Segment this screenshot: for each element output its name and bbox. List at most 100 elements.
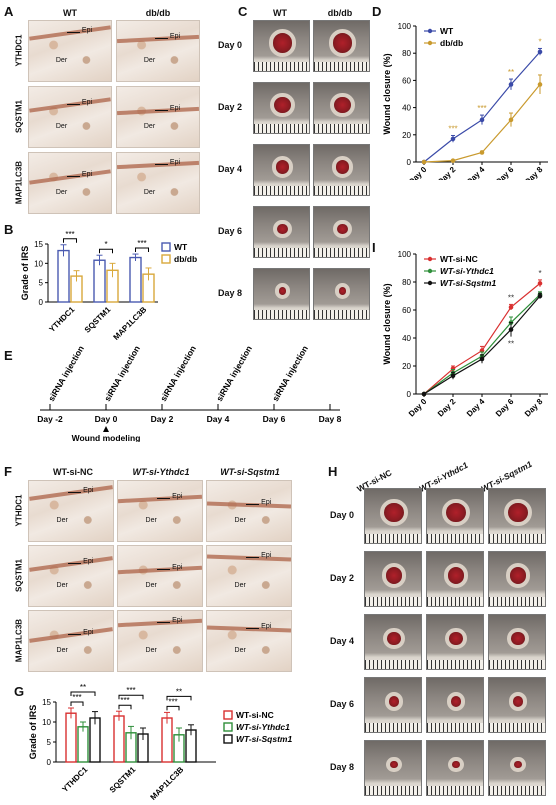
wound-ring	[507, 627, 529, 650]
panel-c-col-wt: WT	[273, 8, 287, 18]
bar	[89, 717, 101, 763]
significance-mark: **	[176, 687, 182, 696]
significance-mark: ***	[65, 230, 74, 239]
wound-ring	[274, 283, 291, 299]
x-tick-label: SQSTM1	[108, 765, 138, 795]
wound-ring	[448, 756, 464, 773]
panel-h-wound-photo	[488, 551, 546, 607]
wound-ring	[333, 219, 352, 239]
der-label: Der	[145, 646, 157, 654]
wound-ring	[443, 563, 469, 588]
epidermis-layer	[29, 485, 113, 501]
panel-a-histology-image: Epi Der	[28, 152, 112, 214]
bar	[161, 717, 173, 763]
epi-arrow	[156, 622, 171, 623]
der-label: Der	[234, 581, 246, 589]
data-point	[450, 136, 456, 142]
wound-ring	[510, 756, 526, 773]
epidermis-layer	[117, 106, 199, 116]
y-axis-label: Wound closure (%)	[382, 283, 392, 364]
der-label: Der	[143, 56, 156, 64]
data-point	[537, 281, 543, 286]
timeline-tick-label: Day 6	[263, 414, 286, 424]
panel-h-wound-photo	[364, 488, 422, 544]
significance-bracket	[70, 691, 96, 696]
ruler-scale	[314, 248, 369, 257]
ruler-scale	[254, 248, 309, 257]
y-tick-label: 100	[398, 22, 412, 31]
ruler-scale	[314, 124, 369, 133]
timeline-tick-label: Day -2	[37, 414, 63, 424]
epi-arrow	[245, 628, 260, 629]
bar	[129, 256, 142, 303]
legend-label: WT-si-NC	[440, 254, 478, 264]
y-tick-label: 60	[402, 306, 411, 315]
epidermis-layer	[118, 494, 202, 504]
panel-letter-c: C	[238, 4, 248, 19]
data-point	[508, 82, 514, 87]
wound-ring	[446, 692, 466, 711]
panel-f-col-nc: WT-si-NC	[53, 467, 93, 477]
injection-label: siRNA injection	[270, 344, 310, 403]
epidermis-layer	[118, 565, 202, 575]
significance-bracket	[166, 705, 180, 711]
der-label: Der	[145, 516, 157, 524]
panel-a-histology-image: Epi Der	[116, 86, 200, 148]
panel-letter-g: G	[14, 684, 25, 699]
wound-ring	[271, 156, 294, 178]
data-point	[508, 327, 514, 332]
ruler-scale	[427, 597, 483, 606]
epi-arrow	[67, 492, 82, 493]
panel-h-wound-photo	[488, 614, 546, 670]
chart-b-irs-bar: 0 5 10 15 Grade of IRS YTHDC1 *** SQSTM1 * MAP1LC…	[20, 230, 197, 340]
wound-ring	[442, 498, 470, 527]
y-tick-label: 10	[34, 259, 43, 268]
epi-label: Epi	[172, 617, 183, 624]
data-point	[508, 304, 514, 310]
epi-label: Epi	[261, 499, 272, 506]
epidermis-layer	[29, 169, 111, 185]
ruler-scale	[254, 186, 309, 195]
significance-mark: ***	[120, 696, 129, 705]
panel-a-histology-image: Epi Der	[28, 20, 112, 82]
y-tick-label: 10	[42, 718, 51, 727]
significance-mark: ***	[168, 697, 177, 706]
timeline-tick-label: Day 0	[95, 414, 118, 424]
ruler-scale	[254, 62, 309, 71]
y-axis-label: Wound closure (%)	[382, 53, 392, 134]
legend-label: WT-si-Ythdc1	[440, 266, 494, 276]
ruler-scale	[427, 534, 483, 543]
panel-c-wound-photo	[313, 20, 370, 72]
ruler-scale	[314, 310, 369, 319]
timeline-tick-label: Day 2	[151, 414, 174, 424]
timeline-tick-label: Day 4	[207, 414, 230, 424]
panel-h-wound-photo	[364, 614, 422, 670]
epidermis-layer	[117, 34, 199, 44]
significance-bracket	[99, 248, 113, 254]
wound-ring	[383, 627, 405, 650]
legend-label: WT	[440, 26, 454, 36]
bar	[77, 726, 89, 763]
data-point	[450, 158, 456, 163]
legend-marker	[427, 28, 433, 34]
panel-h-wound-photo	[488, 677, 546, 733]
x-tick-label: Day 8	[523, 397, 545, 419]
panel-h-wound-photo	[426, 614, 484, 670]
panel-h-day-label: Day 8	[330, 762, 355, 772]
epi-arrow	[66, 176, 81, 177]
panel-c-day-label: Day 4	[218, 164, 243, 174]
significance-mark: *	[538, 269, 541, 278]
der-label: Der	[56, 516, 68, 524]
epi-arrow	[67, 634, 82, 635]
panel-h-wound-photo	[488, 740, 546, 796]
epi-label: Epi	[172, 564, 183, 571]
panel-letter-f: F	[4, 464, 12, 479]
x-tick-label: Day 8	[523, 165, 545, 180]
epi-arrow	[66, 104, 81, 105]
panel-f-row-label: MAP1LC3B	[14, 618, 24, 663]
significance-mark: *	[538, 37, 541, 46]
epidermis-layer	[207, 625, 291, 633]
panel-c-day-label: Day 8	[218, 288, 243, 298]
y-tick-label: 20	[402, 362, 411, 371]
